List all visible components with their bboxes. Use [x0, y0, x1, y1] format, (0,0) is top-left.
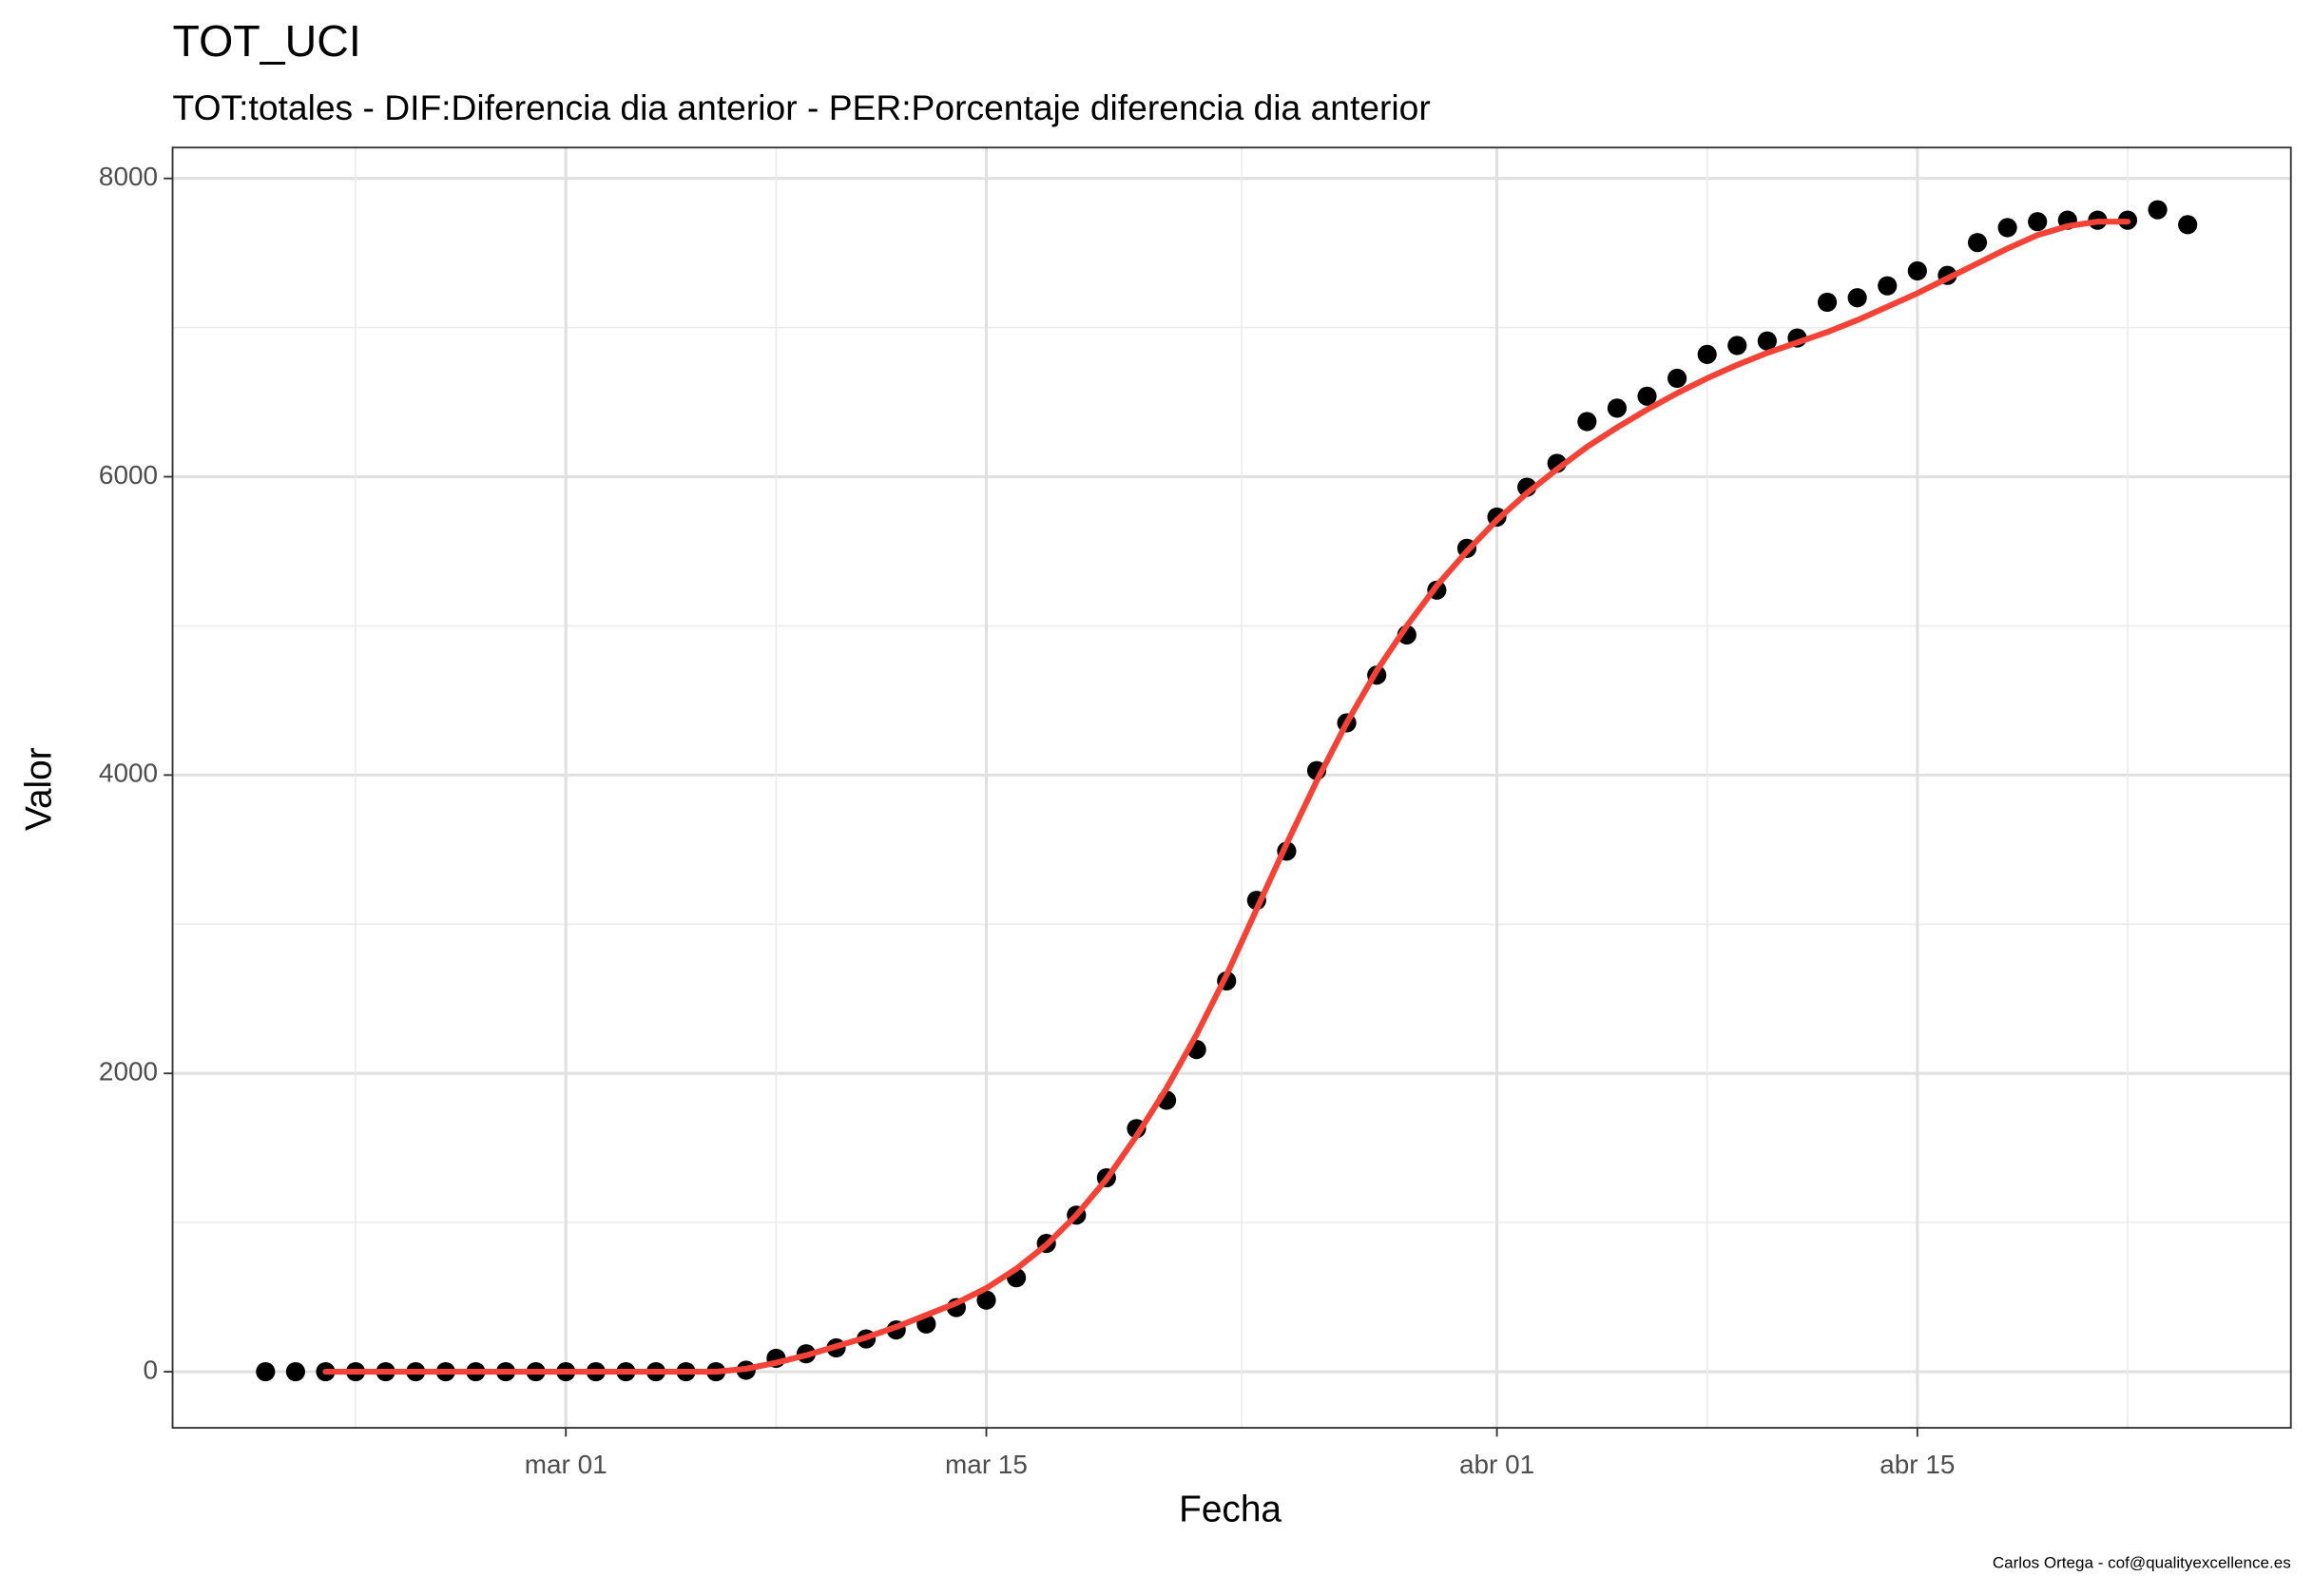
- data-point: [1577, 412, 1597, 432]
- x-tick-label: mar 15: [945, 1450, 1028, 1479]
- x-tick-label: mar 01: [525, 1450, 607, 1479]
- data-point: [1727, 336, 1747, 356]
- plot-area: [256, 200, 2198, 1382]
- chart-subtitle: TOT:totales - DIF:Diferencia dia anterio…: [173, 87, 1431, 127]
- data-point: [1697, 344, 1717, 364]
- data-point: [976, 1290, 996, 1310]
- data-point: [256, 1361, 276, 1382]
- y-tick-label: 6000: [99, 460, 158, 490]
- data-point: [1907, 260, 1927, 281]
- x-axis-title: Fecha: [1179, 1490, 1282, 1530]
- data-point: [285, 1361, 305, 1382]
- y-tick-label: 4000: [99, 759, 158, 788]
- y-tick-label: 2000: [99, 1057, 158, 1086]
- data-point: [2148, 200, 2168, 220]
- data-point: [2028, 212, 2048, 232]
- y-axis-title: Valor: [19, 747, 60, 831]
- y-tick-label: 0: [143, 1355, 158, 1384]
- panel-border: [171, 146, 2292, 1429]
- data-point: [1997, 218, 2017, 238]
- x-tick-label: abr 15: [1879, 1450, 1955, 1479]
- grid: [172, 147, 2291, 1429]
- data-point: [1847, 288, 1867, 308]
- data-point: [2178, 215, 2198, 235]
- trend-line: [322, 219, 2131, 1375]
- data-point: [1667, 368, 1687, 389]
- chart-title: TOT_UCI: [173, 16, 361, 66]
- y-tick-label: 8000: [99, 162, 158, 191]
- data-point: [1878, 276, 1898, 296]
- caption: Carlos Ortega - cof@qualityexcellence.es: [1993, 1553, 2291, 1571]
- data-point: [1967, 233, 1988, 253]
- data-point: [1817, 292, 1838, 313]
- data-point: [1607, 398, 1628, 418]
- x-tick-label: abr 01: [1459, 1450, 1534, 1479]
- data-point: [1757, 331, 1777, 351]
- data-point: [1637, 386, 1657, 406]
